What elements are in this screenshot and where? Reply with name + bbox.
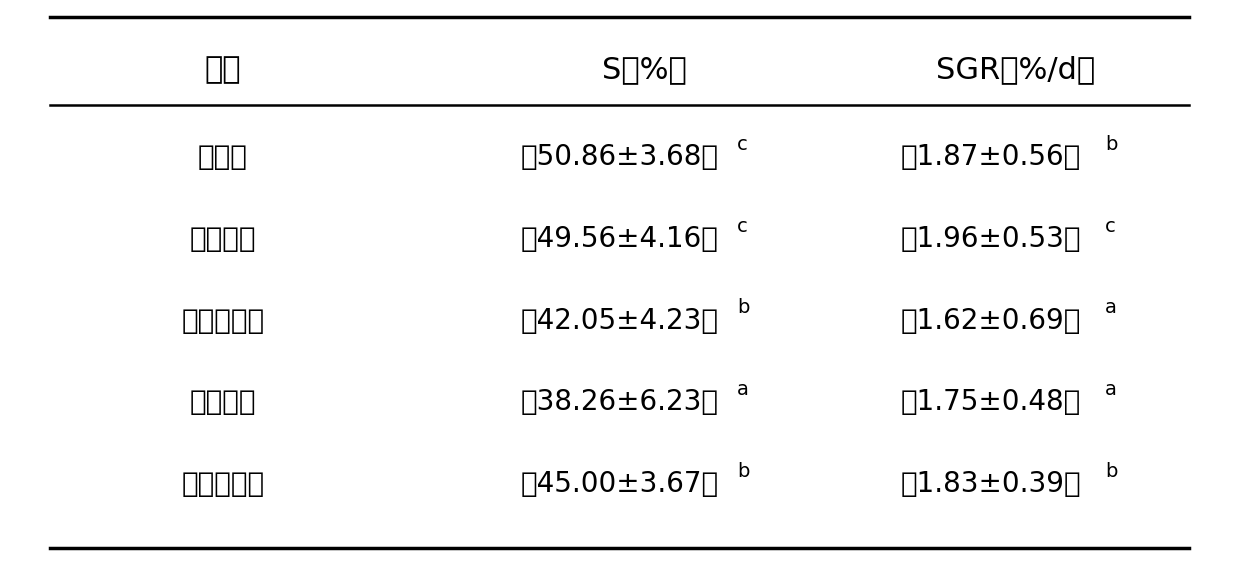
Text: （42.05±4.23）: （42.05±4.23） <box>520 307 719 335</box>
Text: （50.86±3.68）: （50.86±3.68） <box>520 143 719 171</box>
Text: c: c <box>737 135 748 154</box>
Text: SGR（%/d）: SGR（%/d） <box>937 55 1095 85</box>
Text: b: b <box>1105 135 1118 154</box>
Text: 舍曲林组: 舍曲林组 <box>190 388 256 416</box>
Text: a: a <box>737 380 750 399</box>
Text: 氟西汀组: 氟西汀组 <box>190 225 256 253</box>
Text: b: b <box>1105 462 1118 480</box>
Text: b: b <box>737 462 750 480</box>
Text: 对照组: 对照组 <box>198 143 248 171</box>
Text: （1.75±0.48）: （1.75±0.48） <box>901 388 1082 416</box>
Text: 处理: 处理 <box>204 55 242 85</box>
Text: （38.26±6.23）: （38.26±6.23） <box>520 388 719 416</box>
Text: （49.56±4.16）: （49.56±4.16） <box>520 225 719 253</box>
Text: 帕罗西汀组: 帕罗西汀组 <box>181 307 265 335</box>
Text: S（%）: S（%） <box>602 55 686 85</box>
Text: a: a <box>1105 380 1118 399</box>
Text: （1.96±0.53）: （1.96±0.53） <box>901 225 1082 253</box>
Text: c: c <box>737 217 748 236</box>
Text: a: a <box>1105 298 1118 317</box>
Text: c: c <box>1105 217 1116 236</box>
Text: （45.00±3.67）: （45.00±3.67） <box>520 470 719 498</box>
Text: 氟伏沙明组: 氟伏沙明组 <box>181 470 265 498</box>
Text: （1.62±0.69）: （1.62±0.69） <box>901 307 1082 335</box>
Text: b: b <box>737 298 750 317</box>
Text: （1.87±0.56）: （1.87±0.56） <box>901 143 1082 171</box>
Text: （1.83±0.39）: （1.83±0.39） <box>901 470 1082 498</box>
